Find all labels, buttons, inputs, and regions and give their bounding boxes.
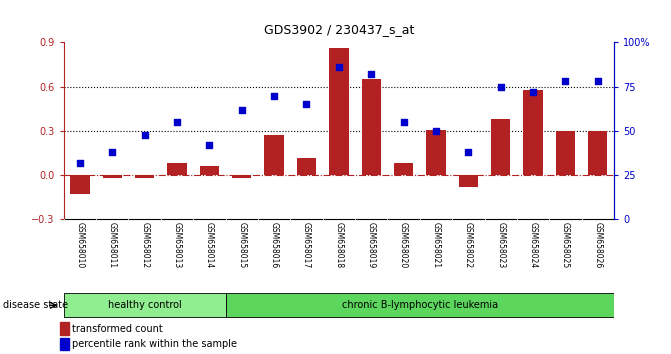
Bar [588,131,607,175]
Bar [362,79,381,175]
Bar [232,175,252,178]
Bar [394,164,413,175]
Text: GSM658022: GSM658022 [464,222,473,268]
Text: GSM658019: GSM658019 [367,222,376,268]
Bar [556,131,575,175]
Point [592,79,603,84]
Point [269,93,280,98]
Bar [167,164,187,175]
Text: GSM658017: GSM658017 [302,222,311,268]
Text: GSM658011: GSM658011 [108,222,117,268]
Point [366,72,376,77]
Point [236,107,247,113]
Point [74,160,85,166]
Text: GSM658026: GSM658026 [593,222,603,268]
Text: GSM658015: GSM658015 [238,222,246,268]
Point [333,64,344,70]
Text: disease state: disease state [3,300,68,310]
Bar [70,175,90,194]
Bar [458,175,478,187]
Text: GSM658014: GSM658014 [205,222,214,268]
Bar [426,130,446,175]
Point [527,89,538,95]
Bar [329,48,348,175]
Bar [60,338,69,350]
FancyBboxPatch shape [64,293,225,317]
Text: GSM658010: GSM658010 [75,222,85,268]
Text: GSM658023: GSM658023 [496,222,505,268]
Text: GSM658021: GSM658021 [431,222,440,268]
Point [301,102,312,107]
Bar [264,135,284,175]
Bar [60,322,69,335]
Point [107,149,117,155]
Text: percentile rank within the sample: percentile rank within the sample [72,339,237,349]
Point [431,128,442,134]
Bar [135,175,154,178]
Text: GSM658024: GSM658024 [529,222,537,268]
Text: healthy control: healthy control [108,300,182,310]
Text: GSM658018: GSM658018 [334,222,344,268]
Point [140,132,150,137]
Point [495,84,506,90]
Text: GSM658016: GSM658016 [270,222,278,268]
Text: GSM658013: GSM658013 [172,222,182,268]
FancyBboxPatch shape [225,293,614,317]
Bar [200,166,219,175]
Point [204,142,215,148]
Text: GSM658012: GSM658012 [140,222,149,268]
Point [398,119,409,125]
Bar [297,158,316,175]
Bar [103,175,122,178]
Text: GSM658020: GSM658020 [399,222,408,268]
Text: GSM658025: GSM658025 [561,222,570,268]
Point [172,119,183,125]
Text: chronic B-lymphocytic leukemia: chronic B-lymphocytic leukemia [342,300,498,310]
Bar [523,90,543,175]
Text: transformed count: transformed count [72,324,163,333]
Point [463,149,474,155]
Bar [491,119,511,175]
Text: GDS3902 / 230437_s_at: GDS3902 / 230437_s_at [264,23,414,36]
Point [560,79,571,84]
